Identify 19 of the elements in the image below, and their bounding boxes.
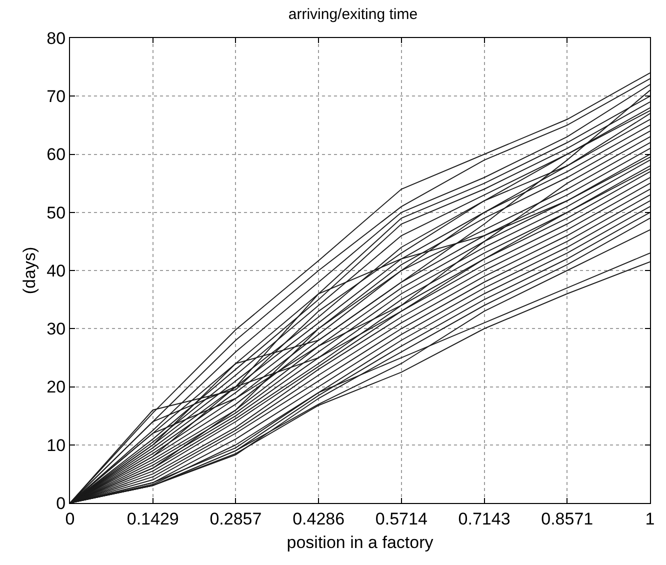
chart-title: arriving/exiting time (288, 6, 418, 23)
y-tick-label: 30 (46, 320, 66, 339)
y-tick-label: 0 (56, 494, 66, 513)
y-tick-label: 60 (46, 145, 66, 164)
y-tick-label: 70 (46, 87, 66, 106)
x-axis-title: position in a factory (286, 532, 434, 552)
x-tick-label: 0.5714 (375, 509, 428, 528)
y-tick-label: 20 (46, 378, 66, 397)
y-tick-label: 40 (46, 261, 66, 280)
x-tick-label: 1 (645, 509, 655, 528)
y-tick-label: 50 (46, 203, 66, 222)
y-axis-title: (days) (20, 246, 40, 294)
x-tick-label: 0.8571 (541, 509, 594, 528)
x-tick-label: 0.4286 (292, 509, 345, 528)
x-tick-label: 0.2857 (210, 509, 262, 528)
x-tick-label: 0.1429 (126, 509, 179, 528)
y-tick-label: 80 (46, 28, 66, 48)
y-tick-label: 10 (46, 436, 66, 455)
x-tick-label: 0.7143 (458, 509, 510, 528)
